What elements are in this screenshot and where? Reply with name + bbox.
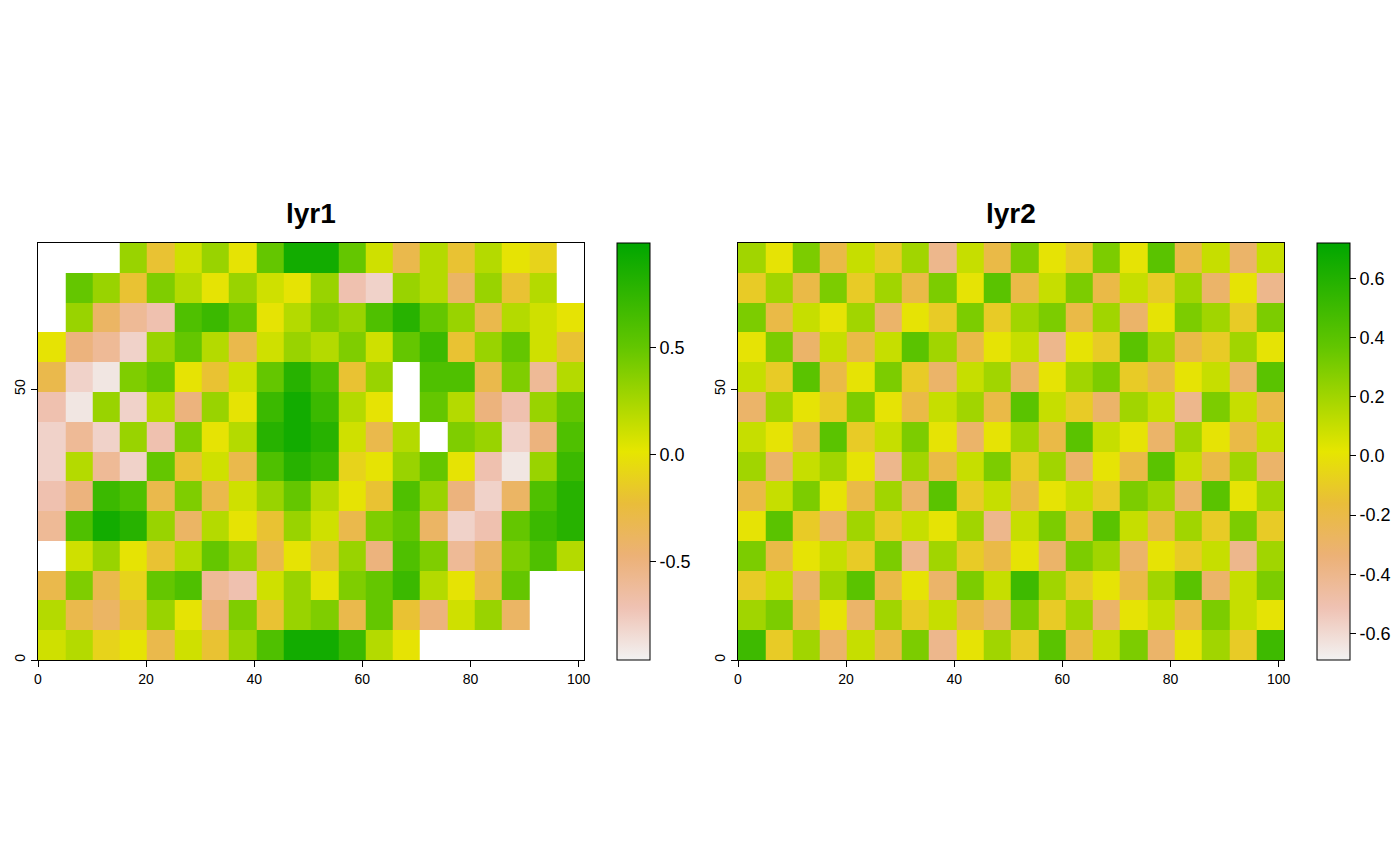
svg-text:0: 0 — [34, 671, 42, 687]
svg-text:0: 0 — [712, 654, 728, 662]
svg-text:20: 20 — [138, 671, 154, 687]
svg-text:100: 100 — [1267, 671, 1291, 687]
svg-text:60: 60 — [355, 671, 371, 687]
svg-text:80: 80 — [1163, 671, 1179, 687]
svg-text:100: 100 — [567, 671, 591, 687]
svg-text:0.4: 0.4 — [1360, 328, 1385, 348]
svg-text:0.0: 0.0 — [660, 445, 685, 465]
svg-text:lyr1: lyr1 — [286, 198, 336, 229]
svg-text:40: 40 — [946, 671, 962, 687]
svg-text:0.5: 0.5 — [660, 338, 685, 358]
svg-text:40: 40 — [246, 671, 262, 687]
svg-text:50: 50 — [12, 379, 28, 395]
svg-text:60: 60 — [1055, 671, 1071, 687]
svg-text:80: 80 — [463, 671, 479, 687]
svg-text:-0.6: -0.6 — [1360, 624, 1391, 644]
svg-text:0.2: 0.2 — [1360, 387, 1385, 407]
svg-text:0.6: 0.6 — [1360, 269, 1385, 289]
svg-text:50: 50 — [712, 379, 728, 395]
svg-text:-0.4: -0.4 — [1360, 565, 1391, 585]
svg-text:20: 20 — [838, 671, 854, 687]
svg-text:0.0: 0.0 — [1360, 446, 1385, 466]
svg-text:-0.5: -0.5 — [660, 552, 691, 572]
svg-text:0: 0 — [12, 654, 28, 662]
svg-text:0: 0 — [734, 671, 742, 687]
svg-text:lyr2: lyr2 — [986, 198, 1036, 229]
svg-text:-0.2: -0.2 — [1360, 505, 1391, 525]
